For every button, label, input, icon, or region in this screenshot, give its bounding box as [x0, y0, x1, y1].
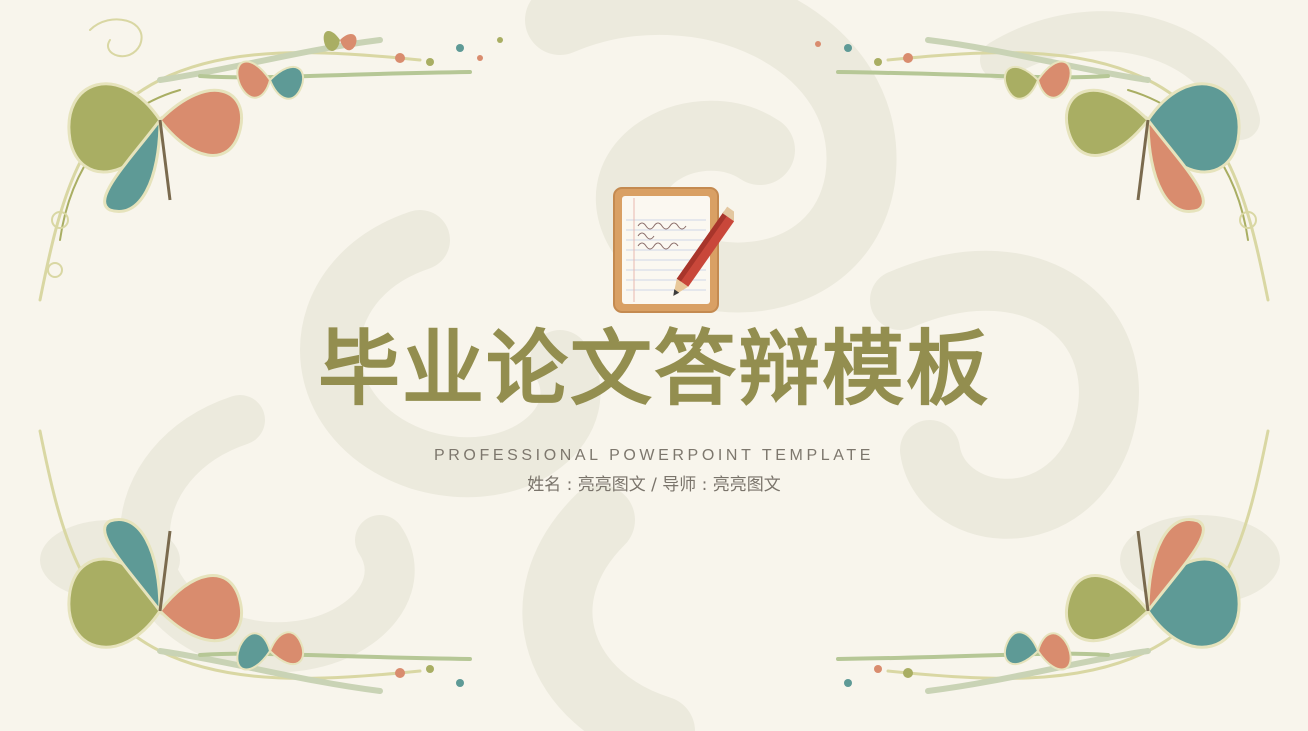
- notepad-pencil-icon: [613, 187, 734, 313]
- floral-corner-bottom-right: [836, 429, 1270, 694]
- butterfly-large: [67, 82, 243, 213]
- butterfly-small: [236, 30, 357, 100]
- floral-corner-top-right: [815, 37, 1270, 302]
- slide-subtitle: PROFESSIONAL POWERPOINT TEMPLATE: [433, 447, 874, 464]
- floral-corner-bottom-left: [38, 429, 472, 694]
- slide-title: 毕业论文答辩模板: [317, 322, 990, 417]
- floral-corner-top-left: [38, 18, 503, 302]
- author-advisor-line: 姓名 : 亮亮图文 / 导师 : 亮亮图文: [527, 475, 781, 495]
